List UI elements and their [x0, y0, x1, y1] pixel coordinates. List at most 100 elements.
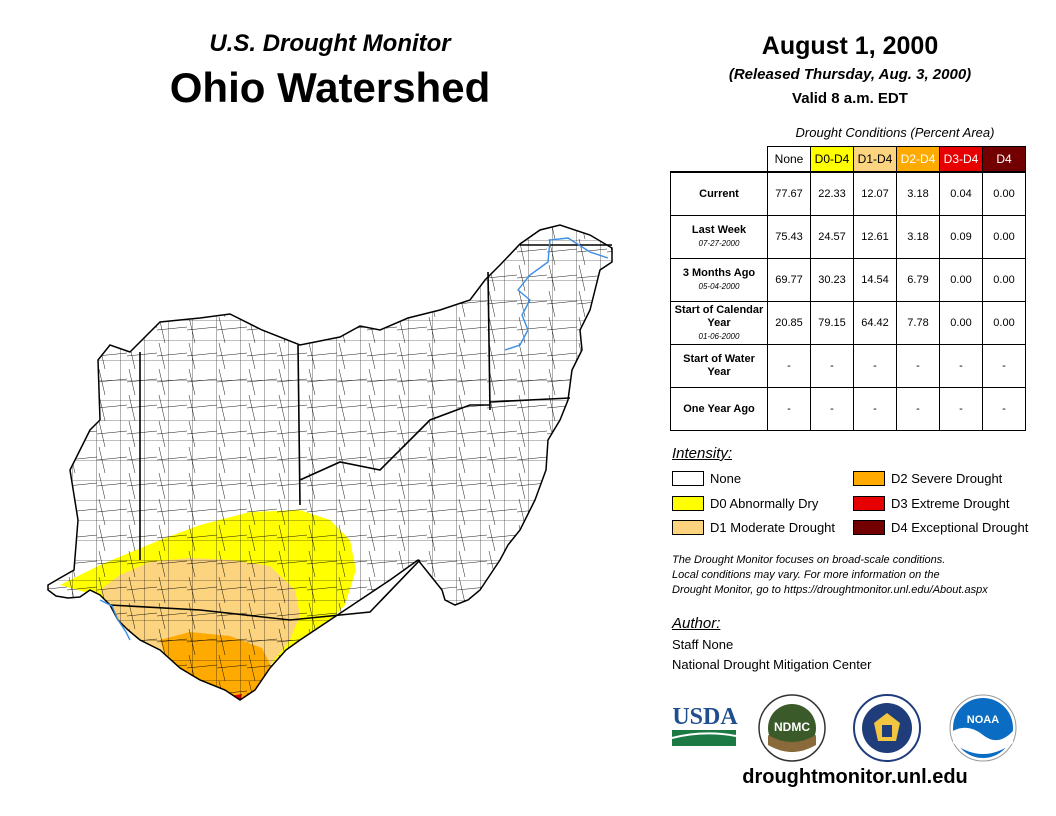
table-cell: 0.00	[982, 258, 1026, 302]
commerce-logo	[853, 694, 921, 762]
drought-stats-table: None D0-D4 D1-D4 D2-D4 D3-D4 D4 Current …	[670, 146, 1026, 431]
legend-item-none: None	[672, 471, 741, 486]
legend-label: D1 Moderate Drought	[710, 520, 836, 535]
note-line: Drought Monitor, go to https://droughtmo…	[672, 584, 988, 596]
table-cell: -	[810, 344, 854, 388]
table-row-start-of-water-year: Start of Water Year - - - - - -	[670, 344, 1026, 388]
legend-label: D2 Severe Drought	[891, 471, 1003, 486]
table-cell: 12.07	[853, 171, 897, 216]
row-label: One Year Ago	[670, 387, 768, 431]
usda-logo-text: USDA	[672, 704, 738, 730]
table-cell: 69.77	[767, 258, 811, 302]
table-row-current: Current 77.67 22.33 12.07 3.18 0.04 0.00	[670, 171, 1026, 216]
table-cell: 0.00	[939, 301, 983, 345]
column-header-d2-d4: D2-D4	[896, 146, 940, 173]
table-cell: -	[767, 387, 811, 431]
row-label-text: Start of Water Year	[683, 353, 755, 378]
usda-logo: USDA	[671, 704, 738, 746]
column-header-d0-d4: D0-D4	[810, 146, 854, 173]
table-cell: 24.57	[810, 215, 854, 259]
row-date: 01-06-2000	[698, 331, 740, 341]
legend-item-d4: D4 Exceptional Drought	[853, 520, 1028, 535]
row-label-text: Current	[699, 187, 739, 200]
table-corner	[670, 146, 768, 173]
row-label-text: Last Week	[691, 224, 747, 236]
table-cell: 0.00	[982, 215, 1026, 259]
table-row-3-months-ago: 3 Months Ago 05-04-2000 69.77 30.23 14.54…	[670, 258, 1026, 302]
row-date: 07-27-2000	[698, 239, 740, 248]
note-line: Local conditions may vary. For more info…	[672, 569, 940, 581]
author-name: Staff None	[672, 637, 734, 652]
table-cell: 7.78	[896, 301, 940, 345]
table-cell: 0.09	[939, 215, 983, 259]
row-label: Start of Water Year	[670, 344, 768, 388]
map-subtitle: U.S. Drought Monitor	[209, 30, 451, 57]
noaa-logo: NOAA	[949, 694, 1017, 762]
noaa-logo-text: NOAA	[967, 714, 999, 726]
table-cell: 0.00	[982, 301, 1026, 345]
table-row-start-of-calendar-year: Start of Calendar Year 01-06-2000 20.85 7…	[670, 301, 1026, 345]
author-org: National Drought Mitigation Center	[672, 657, 872, 672]
row-label-text: One Year Ago	[683, 402, 755, 415]
column-header-d3-d4: D3-D4	[939, 146, 983, 173]
table-row-last-week: Last Week 07-27-2000 75.43 24.57 12.61 3.…	[670, 215, 1026, 259]
table-cell: -	[896, 387, 940, 431]
table-row-one-year-ago: One Year Ago - - - - - -	[670, 387, 1026, 431]
legend-item-d2: D2 Severe Drought	[853, 471, 1002, 486]
table-cell: -	[982, 387, 1026, 431]
legend-swatch	[853, 496, 885, 511]
legend-swatch	[853, 520, 885, 535]
table-cell: -	[853, 387, 897, 431]
table-cell: 0.04	[939, 171, 983, 216]
map-date: August 1, 2000	[761, 32, 939, 60]
d0-east-area	[440, 605, 490, 620]
table-cell: 20.85	[767, 301, 811, 345]
legend-label: None	[710, 471, 742, 486]
column-header-d4: D4	[982, 146, 1026, 173]
legend-item-d3: D3 Extreme Drought	[853, 496, 1010, 511]
note-line: The Drought Monitor focuses on broad-sca…	[672, 554, 946, 566]
map-title: Ohio Watershed	[169, 64, 491, 111]
table-cell: 0.00	[982, 171, 1026, 216]
table-cell: 12.61	[853, 215, 897, 259]
author-title: Author:	[672, 615, 721, 632]
row-label: 3 Months Ago 05-04-2000	[670, 258, 768, 302]
legend-label: D4 Exceptional Drought	[891, 520, 1029, 535]
row-date: 05-04-2000	[698, 282, 740, 291]
legend-label: D0 Abnormally Dry	[710, 496, 819, 511]
column-header-d1-d4: D1-D4	[853, 146, 897, 173]
legend-item-d0: D0 Abnormally Dry	[672, 496, 818, 511]
valid-time: Valid 8 a.m. EDT	[792, 90, 908, 107]
state-borders	[109, 244, 612, 621]
river-lines	[99, 237, 609, 641]
table-cell: 6.79	[896, 258, 940, 302]
ndmc-logo: NDMC	[758, 694, 826, 762]
legend-swatch	[672, 520, 704, 535]
disclaimer-note: The Drought Monitor focuses on broad-sca…	[672, 553, 1042, 598]
table-cell: 3.18	[896, 171, 940, 216]
table-cell: -	[810, 387, 854, 431]
website-link[interactable]: droughtmonitor.unl.edu	[742, 766, 968, 788]
table-cell: 64.42	[853, 301, 897, 345]
table-cell: -	[767, 344, 811, 388]
row-label: Last Week 07-27-2000	[670, 215, 768, 259]
ndmc-logo-text: NDMC	[774, 720, 810, 734]
table-cell: 75.43	[767, 215, 811, 259]
column-header-none: None	[767, 146, 811, 173]
table-cell: -	[896, 344, 940, 388]
table-caption: Drought Conditions (Percent Area)	[795, 125, 995, 140]
table-cell: 0.00	[939, 258, 983, 302]
drought-map	[47, 224, 613, 701]
legend-swatch	[853, 471, 885, 486]
table-cell: -	[939, 344, 983, 388]
table-cell: -	[982, 344, 1026, 388]
row-label-text: 3 Months Ago	[682, 267, 756, 279]
table-cell: -	[939, 387, 983, 431]
release-date: (Released Thursday, Aug. 3, 2000)	[728, 66, 972, 83]
legend-label: D3 Extreme Drought	[891, 496, 1010, 511]
table-cell: -	[853, 344, 897, 388]
table-cell: 22.33	[810, 171, 854, 216]
table-cell: 3.18	[896, 215, 940, 259]
table-cell: 79.15	[810, 301, 854, 345]
legend-item-d1: D1 Moderate Drought	[672, 520, 835, 535]
